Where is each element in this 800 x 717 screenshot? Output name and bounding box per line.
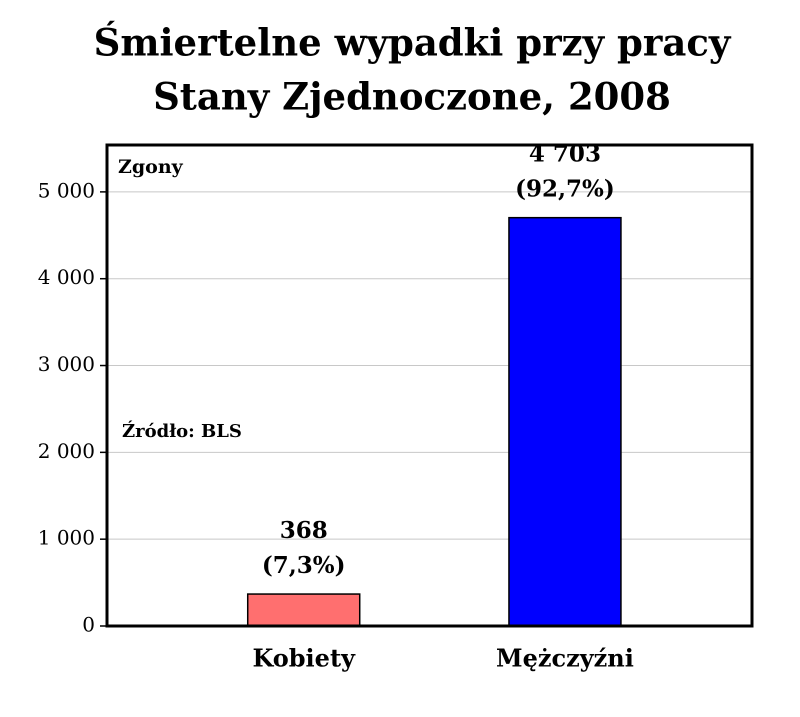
chart-subtitle: Stany Zjednoczone, 2008 (153, 75, 671, 119)
annotation: Źródło: BLS (122, 419, 242, 442)
y-tick-label: 5 000 (38, 178, 95, 202)
y-tick-label: 0 (82, 613, 95, 637)
chart-title: Śmiertelne wypadki przy pracy (94, 21, 732, 65)
x-tick-label: Mężczyźni (496, 644, 634, 673)
y-tick-label: 3 000 (38, 352, 95, 376)
y-tick-label: 4 000 (38, 265, 95, 289)
value-label: 368 (280, 517, 328, 544)
share-label: (92,7%) (515, 176, 615, 203)
y-axis-label: Zgony (118, 156, 184, 178)
bar (508, 216, 622, 627)
x-tick-label: Kobiety (252, 644, 356, 673)
y-tick-label: 1 000 (38, 526, 95, 550)
share-label: (7,3%) (262, 552, 346, 579)
bar (246, 593, 361, 627)
y-tick-label: 2 000 (38, 439, 95, 463)
plot-frame (105, 143, 754, 628)
